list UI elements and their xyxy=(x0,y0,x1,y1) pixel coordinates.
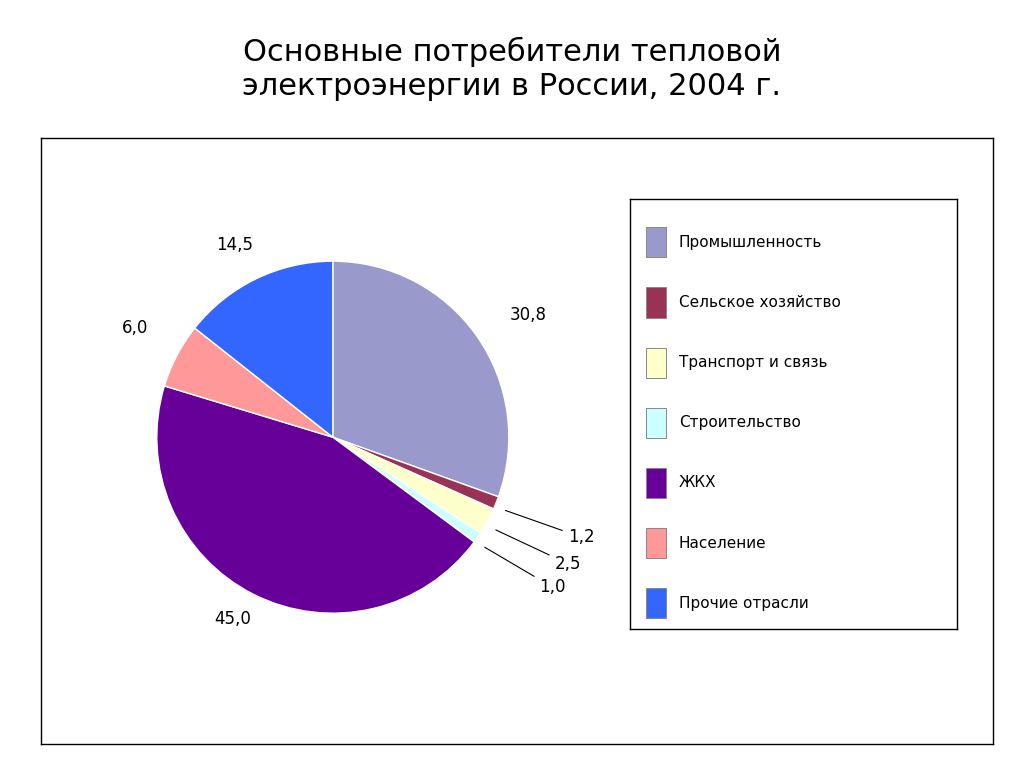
Wedge shape xyxy=(333,437,494,533)
Text: Строительство: Строительство xyxy=(679,415,801,430)
FancyBboxPatch shape xyxy=(646,588,666,618)
Text: 45,0: 45,0 xyxy=(214,611,251,628)
Text: Сельское хозяйство: Сельское хозяйство xyxy=(679,295,841,310)
Wedge shape xyxy=(165,328,333,437)
Wedge shape xyxy=(333,437,480,542)
Text: Население: Население xyxy=(679,535,766,551)
Wedge shape xyxy=(157,386,474,613)
Text: Промышленность: Промышленность xyxy=(679,235,822,250)
Text: 14,5: 14,5 xyxy=(216,236,253,255)
Text: 1,2: 1,2 xyxy=(506,511,594,546)
Wedge shape xyxy=(333,437,499,509)
Text: Прочие отрасли: Прочие отрасли xyxy=(679,596,809,611)
FancyBboxPatch shape xyxy=(646,528,666,558)
Wedge shape xyxy=(333,262,509,497)
Text: 1,0: 1,0 xyxy=(484,547,566,596)
Text: Транспорт и связь: Транспорт и связь xyxy=(679,355,827,370)
FancyBboxPatch shape xyxy=(646,288,666,318)
Text: 30,8: 30,8 xyxy=(510,306,547,324)
FancyBboxPatch shape xyxy=(646,227,666,258)
FancyBboxPatch shape xyxy=(646,347,666,377)
Text: ЖКХ: ЖКХ xyxy=(679,476,717,490)
Text: Основные потребители тепловой
электроэнергии в России, 2004 г.: Основные потребители тепловой электроэне… xyxy=(243,37,781,101)
FancyBboxPatch shape xyxy=(646,408,666,438)
Text: 6,0: 6,0 xyxy=(122,319,148,337)
FancyBboxPatch shape xyxy=(646,468,666,498)
Wedge shape xyxy=(195,262,333,437)
Text: 2,5: 2,5 xyxy=(496,530,581,573)
